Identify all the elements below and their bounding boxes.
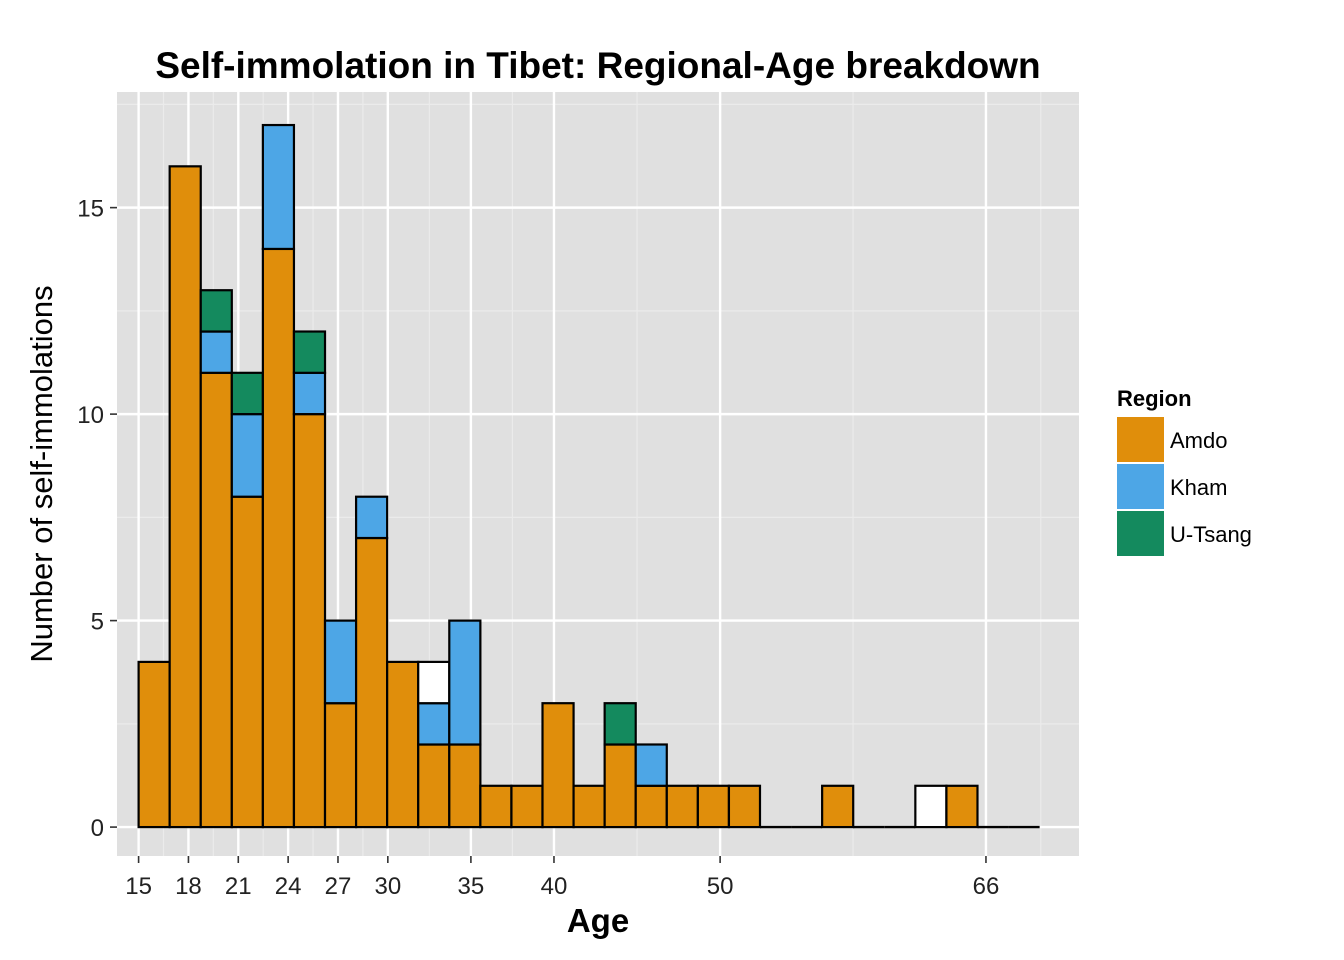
bar-segment-amdo [137, 660, 171, 829]
bar-segment-kham [448, 619, 482, 746]
bar-segment-amdo [199, 371, 233, 829]
x-tick-label: 35 [458, 873, 485, 900]
bar-segment-kham [261, 123, 296, 251]
x-tick-label: 66 [973, 873, 1000, 900]
bar-segment-amdo [945, 784, 979, 829]
bar-segment-u-tsang [292, 330, 327, 374]
legend-title: Region [1117, 386, 1192, 411]
x-tick-label: 27 [325, 873, 352, 900]
legend-label-amdo: Amdo [1170, 428, 1227, 453]
y-tick-label: 10 [77, 402, 104, 429]
legend: Region Amdo Kham U-Tsang [1117, 386, 1252, 556]
x-tick-label: 24 [275, 873, 302, 900]
bar-segment-amdo [665, 784, 699, 829]
bar-segment-kham [634, 743, 668, 787]
bar-segment-amdo [696, 784, 731, 829]
bar-segment-amdo [354, 536, 389, 829]
bar-segment-u-tsang [199, 289, 233, 333]
y-tick-label: 5 [91, 609, 104, 636]
x-tick-label: 50 [707, 873, 734, 900]
bar-segment-amdo [230, 495, 264, 829]
legend-label-kham: Kham [1170, 475, 1227, 500]
y-axis: 0 5 10 15 [77, 196, 117, 842]
bar-segment-amdo [168, 165, 202, 829]
x-tick-label: 21 [225, 873, 252, 900]
bar-segment-amdo [261, 247, 296, 829]
bar-segment-amdo [292, 413, 327, 829]
x-tick-label: 15 [125, 873, 152, 900]
bar-segment-kham [292, 371, 327, 416]
bar-segment-amdo [541, 702, 575, 829]
bar-segment-amdo [634, 784, 668, 829]
bar-segment-kham [417, 702, 451, 746]
bar-segment-kham [354, 495, 389, 540]
legend-swatch-u-tsang [1117, 511, 1164, 556]
bar-segment-amdo [510, 784, 544, 829]
bar-segment-kham [323, 619, 358, 705]
legend-label-u-tsang: U-Tsang [1170, 522, 1252, 547]
x-axis-title: Age [567, 902, 629, 939]
bar-segment-unknown [417, 660, 451, 705]
y-tick-label: 0 [91, 815, 104, 842]
bar-segment-kham [199, 330, 233, 374]
x-tick-label: 18 [175, 873, 202, 900]
bar-segment-amdo [386, 660, 420, 829]
bar-segment-amdo [603, 743, 637, 829]
bar-segment-amdo [572, 784, 606, 829]
y-tick-label: 15 [77, 196, 104, 223]
bar-segment-u-tsang [230, 371, 264, 416]
legend-swatch-kham [1117, 464, 1164, 509]
bar-segment-kham [230, 413, 264, 498]
bar-segment-amdo [448, 743, 482, 829]
x-axis: 15 18 21 24 27 30 35 40 50 66 [125, 856, 999, 900]
x-tick-label: 30 [374, 873, 401, 900]
bar-segment-amdo [821, 784, 855, 829]
bar-segment-amdo [323, 702, 358, 829]
bar-segment-amdo [479, 784, 513, 829]
bar-segment-unknown [914, 784, 948, 829]
bar-segment-amdo [417, 743, 451, 829]
legend-swatch-amdo [1117, 417, 1164, 462]
chart-title: Self-immolation in Tibet: Regional-Age b… [155, 45, 1040, 86]
bar-segment-amdo [727, 784, 762, 829]
y-axis-title: Number of self-immolations [24, 285, 59, 662]
x-tick-label: 40 [541, 873, 568, 900]
bar-segment-u-tsang [603, 702, 637, 746]
bars-layer [137, 123, 1040, 829]
